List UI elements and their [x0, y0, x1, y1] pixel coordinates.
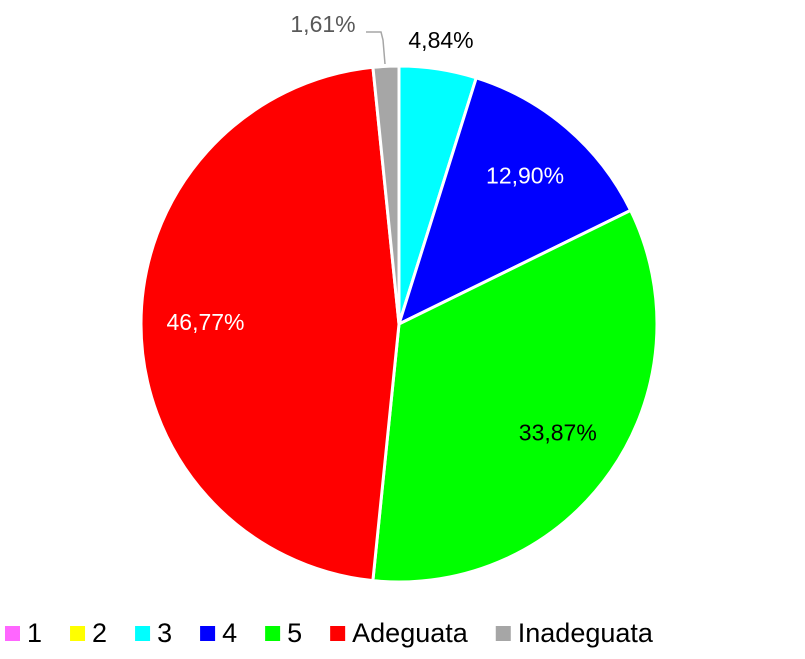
pie-slice [139, 65, 401, 583]
pie-slice [371, 208, 659, 584]
data-label: 4,84% [408, 27, 473, 53]
legend-marker [5, 626, 20, 641]
legend-marker [265, 626, 281, 641]
legend-label: 5 [287, 618, 302, 648]
legend-label: 3 [157, 618, 172, 648]
legend-label: 1 [27, 618, 42, 648]
legend-marker [200, 626, 216, 641]
pie-slice [396, 75, 633, 327]
legend-marker [330, 626, 346, 641]
legend-marker [70, 626, 86, 641]
data-label: 46,77% [166, 309, 244, 335]
data-label: 33,87% [519, 420, 597, 446]
pie-slice [371, 64, 401, 325]
data-label: 12,90% [486, 162, 564, 188]
legend-label: Inadeguata [518, 618, 654, 648]
data-label: 1,61% [290, 11, 355, 37]
legend-marker [495, 626, 511, 641]
legend-label: 2 [92, 618, 107, 648]
legend-label: Adeguata [352, 618, 469, 648]
leader-line [366, 31, 386, 65]
legend-marker [135, 626, 151, 641]
legend-label: 4 [222, 618, 237, 648]
